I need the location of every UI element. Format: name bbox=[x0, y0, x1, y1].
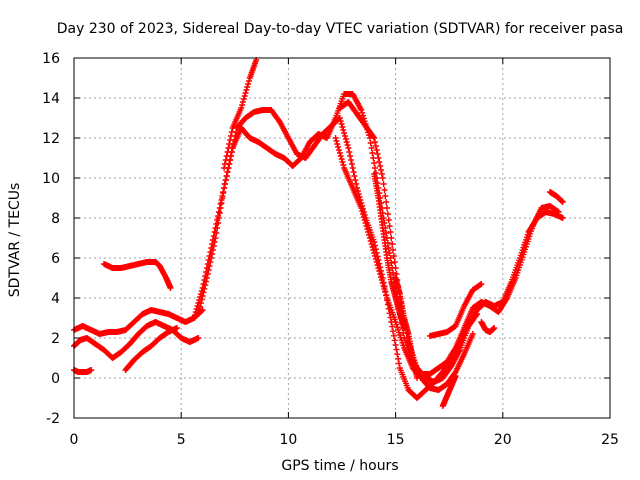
series-trace-l bbox=[392, 275, 420, 381]
x-tick-label: 25 bbox=[601, 432, 619, 448]
plot-border bbox=[73, 57, 611, 419]
series-trace-n bbox=[439, 373, 459, 409]
x-tick-label: 15 bbox=[387, 432, 405, 448]
x-tick-label: 10 bbox=[279, 432, 297, 448]
plus-markers bbox=[392, 275, 420, 381]
plus-markers bbox=[101, 259, 174, 291]
x-tick-label: 5 bbox=[177, 432, 186, 448]
y-tick-label: 4 bbox=[51, 291, 60, 307]
data-marks bbox=[71, 57, 566, 409]
y-tick-label: 12 bbox=[42, 131, 60, 147]
y-axis-label: SDTVAR / TECUs bbox=[7, 183, 23, 298]
y-tick-label: 8 bbox=[51, 211, 60, 227]
series-trace-h bbox=[221, 57, 260, 171]
y-tick-label: 2 bbox=[51, 331, 60, 347]
series-trace-m bbox=[426, 281, 485, 339]
axis-ticks: 0 5 10 15 20 25 -2 0 2 4 6 8 10 12 14 16 bbox=[42, 51, 619, 448]
y-tick-label: -2 bbox=[46, 411, 60, 427]
plus-markers bbox=[221, 57, 260, 171]
plus-markers bbox=[478, 319, 498, 335]
series-trace-p bbox=[547, 189, 566, 205]
chart-title: Day 230 of 2023, Sidereal Day-to-day VTE… bbox=[57, 21, 624, 37]
x-axis-label: GPS time / hours bbox=[281, 458, 398, 474]
plus-markers bbox=[122, 325, 180, 373]
x-tick-label: 20 bbox=[494, 432, 512, 448]
plus-markers bbox=[426, 281, 485, 339]
series-trace-o bbox=[478, 319, 498, 335]
y-tick-label: 14 bbox=[42, 91, 60, 107]
y-tick-label: 6 bbox=[51, 251, 60, 267]
plus-markers bbox=[547, 189, 566, 205]
x-tick-label: 0 bbox=[70, 432, 79, 448]
plus-markers bbox=[439, 373, 459, 409]
series-trace-c bbox=[101, 259, 174, 291]
y-tick-label: 10 bbox=[42, 171, 60, 187]
y-tick-label: 16 bbox=[42, 51, 60, 67]
y-tick-label: 0 bbox=[51, 371, 60, 387]
series-trace-e bbox=[122, 325, 180, 373]
